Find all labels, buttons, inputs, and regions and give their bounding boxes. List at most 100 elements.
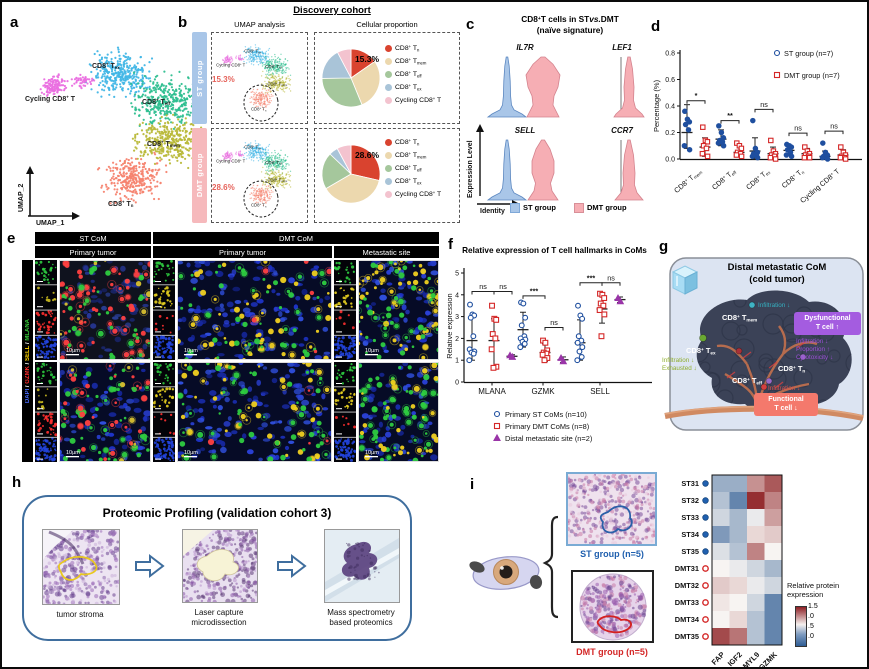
umap-cluster	[260, 70, 292, 94]
umap-cluster	[84, 46, 154, 98]
micro-image: 10µm	[358, 260, 439, 360]
percentage-dotplot: 0.0 0.2 0.4 0.6 0.8 Percentage (%) * CD8+ Tmem *…	[652, 49, 862, 205]
hallmarks-title: Relative expression of T cell hallmarks …	[462, 246, 647, 255]
dmt-com-header: DMT CoM	[153, 232, 439, 244]
panel-letter-a: a	[10, 14, 19, 31]
pie-dmt-pct: 28.6%	[354, 150, 380, 160]
micro-image: 10µm	[358, 362, 439, 462]
umap-box-dmt	[211, 128, 308, 223]
svg-text:CD8+ Tn: CD8+ Tn	[108, 200, 134, 208]
cellular-proportion-header: Cellular proportion	[356, 20, 418, 29]
mass-spec-image	[324, 529, 400, 603]
pie-legend-item: CD8+ Tn	[385, 42, 441, 55]
svg-text:Cycling CD8+ T: Cycling CD8+ T	[798, 166, 842, 205]
pie-legend-item: CD8+ Tn	[385, 136, 441, 149]
ice-cube-icon	[671, 265, 699, 295]
svg-text:Expression Level: Expression Level	[467, 140, 474, 198]
micro-image: 10µm	[59, 362, 151, 462]
svg-text:CD8+ Tmem: CD8+ Tmem	[267, 81, 288, 87]
st-com-header: ST CoM	[35, 232, 151, 244]
dmt-pct-label: 28.6%	[212, 183, 235, 192]
svg-text:CCR7: CCR7	[611, 126, 633, 135]
colorbar-title: Relative protein expression	[787, 581, 840, 599]
svg-text:UMAP_1: UMAP_1	[36, 220, 65, 226]
microdissection-image	[182, 529, 258, 603]
dysfunctional-box: Dysfunctional T cell ↑	[794, 312, 861, 335]
diagram-title-2: (cold tumor)	[749, 274, 805, 285]
micro-thumbnails	[334, 260, 356, 360]
panel-letter-g: g	[659, 238, 669, 255]
svg-text:10µm: 10µm	[66, 450, 80, 456]
mini-umap-st: CD8+ Tex CD8+ Teff CD8+ Tmem CD8+ Tn Cycling…	[216, 44, 292, 122]
panel-letter-f: f	[448, 236, 453, 253]
pie-legend-item: Cycling CD8+ T	[385, 94, 441, 107]
diagram-title-1: Distal metastatic CoM	[727, 262, 827, 273]
pie-legend-dmt: CD8+ Tn CD8+ Tmem CD8+ Teff CD8+ Tex Cycling…	[385, 136, 441, 201]
tex-notes: Infiltration ↓ Exhausted ↓	[662, 357, 697, 373]
pie-st-pct: 15.3%	[354, 54, 380, 64]
pie-legend-item: CD8+ Teff	[385, 162, 441, 175]
pie-legend-item: Cycling CD8+ T	[385, 188, 441, 201]
panel-letter-h: h	[12, 474, 22, 491]
tn-label: CD8+ Tn	[778, 364, 806, 374]
svg-text:Cycling CD8+ T: Cycling CD8+ T	[216, 63, 246, 68]
dysfunctional-notes: Infiltration ↓ Proportion ↑ Cytotoxicity ↓	[796, 338, 834, 362]
svg-text:0.4: 0.4	[665, 104, 675, 111]
st-pct-label: 15.3%	[212, 75, 235, 84]
pie-legend-item: CD8+ Teff	[385, 68, 441, 81]
micro-image: 10µm	[177, 260, 332, 360]
svg-text:CD8+ Tex: CD8+ Tex	[244, 49, 261, 55]
violin-legend-st: ST group	[510, 201, 556, 214]
svg-text:UMAP_2: UMAP_2	[18, 183, 25, 212]
umap-cluster	[261, 149, 292, 176]
panel-letter-d: d	[651, 18, 661, 35]
umap-analysis-header: UMAP analysis	[234, 20, 285, 29]
svg-text:Cycling CD8+ T: Cycling CD8+ T	[216, 159, 246, 164]
svg-text:ST group (n=7): ST group (n=7)	[784, 49, 833, 58]
pie-st	[321, 48, 381, 108]
eye-icon	[469, 556, 543, 590]
violin-plots: IL7R LEF1 SELL CCR7 Expression Level Identity	[467, 43, 645, 215]
umap-cluster	[241, 140, 271, 162]
micro-thumbnails	[153, 260, 175, 360]
tmem-label: CD8+ Tmem	[722, 313, 758, 323]
umap-cluster	[220, 150, 234, 162]
svg-text:LEF1: LEF1	[612, 43, 632, 52]
panel-letter-e: e	[7, 230, 16, 247]
svg-text:CD8+ Tn: CD8+ Tn	[251, 107, 267, 113]
svg-text:**: **	[727, 111, 733, 120]
svg-text:SELL: SELL	[515, 126, 536, 135]
svg-text:CD8+ Tn: CD8+ Tn	[251, 203, 267, 209]
svg-text:0.0: 0.0	[665, 157, 675, 164]
mini-umap-dmt: CD8+ Tex CD8+ Teff CD8+ Tmem CD8+ Tn Cycling…	[216, 140, 292, 218]
primary-tumor-header-dmt: Primary tumor	[153, 246, 332, 258]
micro-thumbnails	[334, 362, 356, 462]
st-histology-frame	[566, 472, 658, 546]
micro-thumbnails	[35, 260, 57, 360]
svg-text:CD8+ Tmem: CD8+ Tmem	[147, 140, 180, 148]
umap-cluster	[220, 54, 234, 66]
umap-cluster	[235, 54, 245, 61]
proteomic-box	[22, 495, 412, 641]
violin-title-line2: (naïve signature)	[536, 25, 604, 35]
svg-text:CD8+ Tex: CD8+ Tex	[92, 62, 120, 70]
svg-text:*: *	[695, 91, 698, 100]
caption-ms: Mass spectrometry based proteomics	[327, 608, 395, 627]
umap-cluster	[70, 73, 96, 90]
svg-text:CD8+ Teff: CD8+ Teff	[265, 160, 282, 166]
tmem-note: Infiltration ↓	[758, 302, 791, 309]
discovery-cohort-title: Discovery cohort	[293, 5, 371, 16]
svg-text:CD8+ Teff: CD8+ Teff	[265, 64, 282, 70]
proteomic-title: Proteomic Profiling (validation cohort 3…	[102, 506, 332, 520]
metastatic-site-header: Metastatic site	[334, 246, 439, 258]
svg-text:0.2: 0.2	[665, 130, 675, 137]
svg-text:Cycling CD8+ T: Cycling CD8+ T	[25, 95, 76, 103]
dmt-histology-frame	[571, 570, 654, 643]
violin-legend-dmt: DMT group	[574, 201, 627, 214]
umap-cluster	[241, 44, 271, 66]
svg-text:Percentage (%): Percentage (%)	[652, 79, 661, 132]
caption-lcm: Laser capture microdissection	[191, 608, 247, 627]
colorbar-tick-1: .0	[808, 613, 814, 620]
pie-legend-st: CD8+ Tn CD8+ Tmem CD8+ Teff CD8+ Tex Cycling…	[385, 42, 441, 107]
